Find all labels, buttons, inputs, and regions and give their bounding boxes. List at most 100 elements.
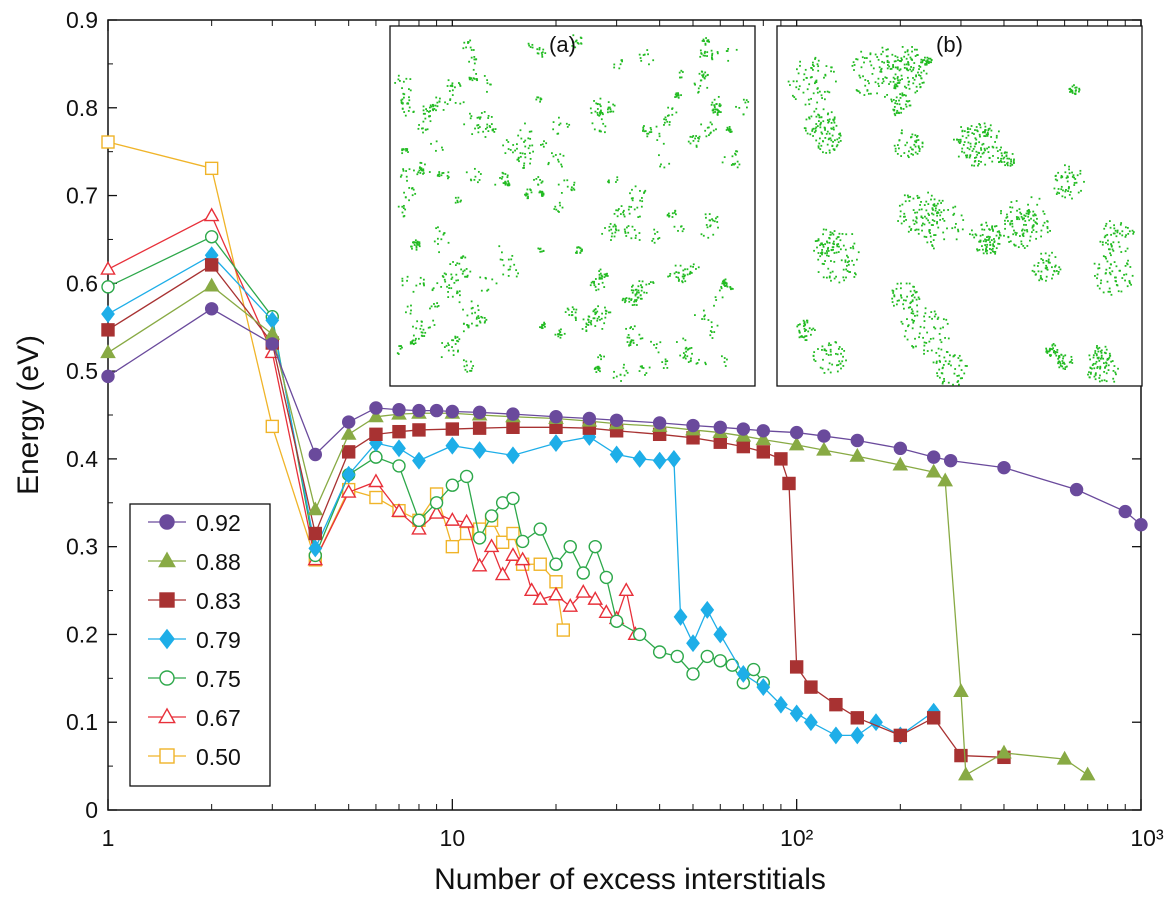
inset-atom [816, 63, 819, 66]
inset-atom [941, 217, 944, 220]
inset-atom [936, 221, 939, 223]
inset-atom [474, 127, 476, 130]
inset-atom [1009, 240, 1012, 243]
inset-atom [866, 89, 869, 91]
data-point [307, 501, 324, 516]
inset-atom [1055, 270, 1058, 272]
legend-box [129, 503, 271, 787]
inset-atom [979, 240, 982, 243]
inset-atom [515, 275, 518, 278]
inset-atom [892, 80, 895, 83]
inset-atom [816, 239, 819, 242]
inset-atom [1009, 222, 1012, 225]
inset-atom [514, 149, 517, 152]
inset-atom [632, 328, 634, 331]
data-point [1069, 482, 1084, 497]
inset-atom [1105, 361, 1107, 364]
inset-atom [508, 268, 511, 271]
inset-atom [401, 149, 404, 152]
inset-atom [440, 238, 443, 241]
inset-atom [894, 55, 897, 58]
inset-atom [426, 110, 429, 112]
inset-atom [966, 147, 969, 149]
inset-atom [613, 235, 616, 238]
inset-atom [1128, 280, 1131, 282]
inset-atom [1048, 254, 1051, 257]
inset-atom [1104, 225, 1107, 227]
inset-atom [935, 204, 938, 207]
inset-atom [993, 251, 996, 253]
inset-atom [435, 227, 438, 230]
inset-atom [1028, 219, 1031, 222]
inset-atom [826, 241, 829, 244]
inset-atom [1099, 357, 1102, 360]
inset-atom [471, 79, 474, 82]
inset-atom [465, 171, 468, 174]
inset-atom [1111, 270, 1114, 273]
inset-atom [715, 299, 718, 301]
inset-atom [977, 160, 980, 162]
inset-atom [470, 360, 472, 363]
inset-atom [576, 41, 579, 44]
inset-atom [981, 228, 984, 231]
data-point [412, 513, 426, 528]
inset-atom [829, 233, 832, 236]
inset-atom [1072, 174, 1075, 177]
inset-atom [941, 372, 944, 375]
inset-atom [421, 127, 423, 130]
inset-atom [1038, 279, 1041, 282]
inset-atom [674, 264, 677, 267]
inset-atom [684, 268, 686, 271]
inset-atom [407, 110, 410, 112]
inset-atom [886, 94, 889, 96]
inset-atom [1000, 212, 1002, 215]
inset-atom [825, 276, 828, 279]
inset-atom [979, 234, 982, 237]
inset-atom [680, 225, 682, 228]
inset-atom [1121, 234, 1124, 237]
inset-atom [668, 123, 671, 126]
inset-atom [703, 315, 706, 318]
inset-atom [985, 246, 988, 248]
data-point [549, 575, 563, 589]
inset-atom [958, 138, 960, 141]
inset-atom [593, 280, 596, 283]
inset-atom [1001, 154, 1003, 157]
inset-atom [963, 372, 966, 375]
inset-atom [920, 208, 923, 211]
inset-atom [607, 179, 610, 182]
inset-atom [901, 58, 903, 61]
inset-atom [458, 301, 461, 304]
inset-atom [900, 222, 903, 225]
inset-atom [574, 46, 577, 49]
inset-atom [726, 358, 728, 361]
inset-atom [927, 57, 930, 60]
inset-atom [717, 95, 720, 98]
inset-atom [452, 339, 455, 342]
inset-atom [936, 202, 939, 205]
inset-atom [599, 318, 601, 321]
inset-atom [845, 254, 848, 257]
inset-atom [942, 326, 944, 329]
inset-atom [1044, 252, 1047, 255]
inset-atom [675, 92, 678, 95]
inset-atom [692, 135, 695, 137]
inset-atom [905, 282, 908, 285]
inset-atom [1066, 175, 1069, 178]
data-point [892, 456, 909, 471]
inset-atom [484, 276, 487, 279]
data-point [412, 423, 426, 437]
inset-atom [912, 346, 915, 349]
inset-atom [1042, 224, 1045, 227]
inset-atom [406, 275, 409, 278]
inset-atom [462, 101, 465, 104]
inset-atom [559, 153, 562, 156]
inset-atom [454, 337, 457, 339]
inset-atom [985, 248, 987, 250]
inset-atom [679, 76, 682, 79]
inset-atom [867, 92, 870, 95]
inset-atom [699, 49, 702, 52]
inset-atom [821, 249, 824, 251]
inset-atom [956, 375, 959, 377]
